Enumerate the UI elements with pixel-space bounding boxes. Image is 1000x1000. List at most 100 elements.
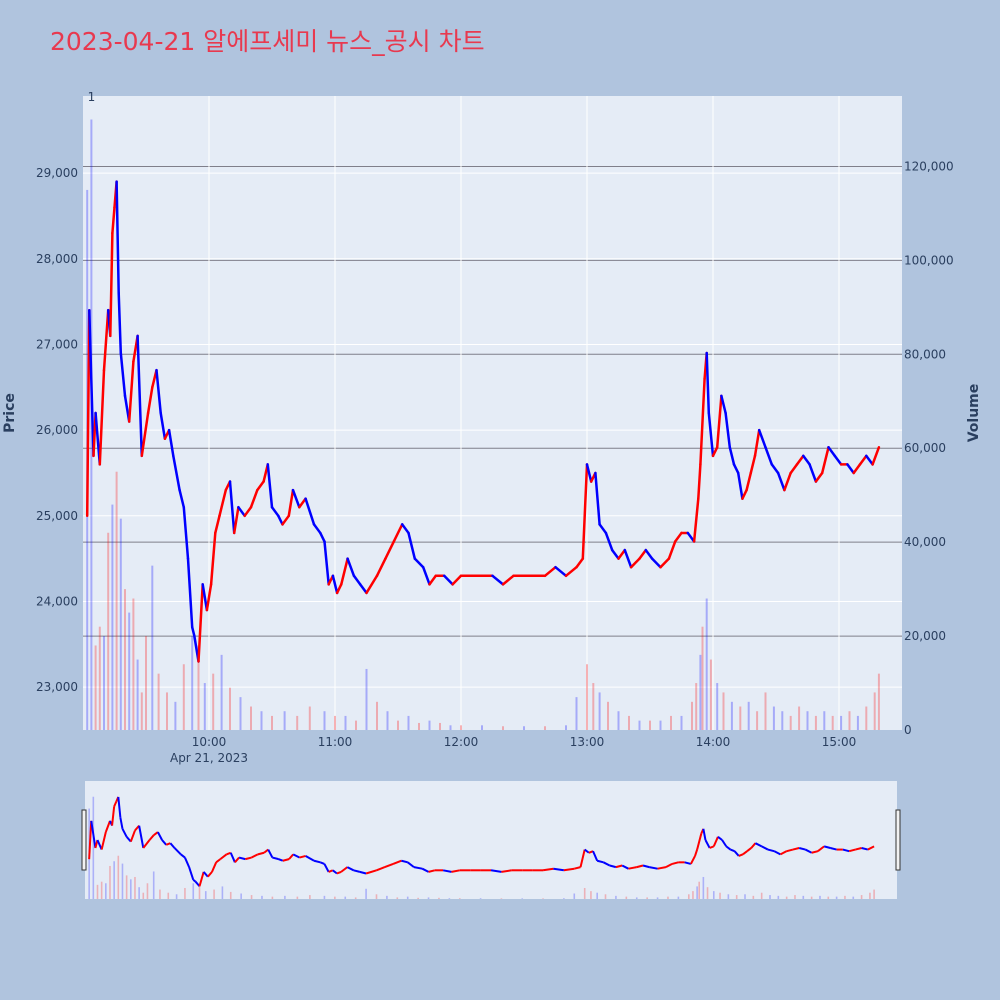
slider-volume-bar (656, 897, 659, 899)
slider-volume-bar (240, 893, 242, 899)
slider-price-segment (257, 851, 265, 856)
price-segment (692, 497, 700, 543)
price-segment (237, 505, 246, 518)
slider-volume-bar (309, 895, 311, 899)
price-segment (783, 471, 792, 492)
volume-bar (334, 715, 336, 730)
slider-volume-bar (250, 895, 253, 899)
volume-bar (523, 726, 525, 730)
slider-price-segment (442, 869, 452, 873)
volume-bar (565, 725, 567, 730)
price-tick-label: 29,000 (36, 166, 78, 180)
slider-price-segment (717, 836, 723, 841)
price-segment (720, 394, 727, 415)
slider-price-segment (359, 870, 367, 875)
price-segment (205, 583, 213, 612)
price-segment (304, 497, 316, 526)
slider-volume-bar (105, 883, 107, 899)
price-segment (346, 557, 356, 578)
slider-price-segment (642, 864, 650, 869)
slider-price-segment (328, 869, 334, 873)
volume-bar (848, 711, 851, 730)
price-segment (564, 565, 578, 578)
price-segment (543, 565, 557, 578)
volume-bar (355, 720, 357, 730)
volume-bar (386, 711, 389, 730)
slider-price-segment (584, 848, 590, 854)
slider-price-segment (113, 801, 118, 807)
slider-price-segment (596, 859, 604, 864)
slider-price-segment (353, 869, 361, 873)
price-segment (140, 411, 150, 458)
price-segment (312, 523, 322, 535)
price-segment (789, 463, 799, 475)
slider-volume-bar (590, 891, 592, 899)
price-segment (109, 231, 114, 338)
slider-price-segment (501, 869, 512, 873)
range-slider[interactable] (85, 781, 897, 899)
volume-bar (132, 598, 135, 730)
volume-tick-label: 60,000 (904, 441, 946, 455)
price-segment (281, 514, 291, 526)
price-segment (358, 583, 368, 595)
slider-volume-bar (860, 895, 863, 899)
slider-volume-bar (712, 891, 715, 899)
price-segment (581, 463, 589, 560)
slider-price-segment (542, 867, 554, 872)
slider-volume-bar (113, 861, 115, 899)
price-tick-label: 27,000 (36, 337, 78, 351)
slider-price-segment (169, 842, 176, 849)
price-segment (442, 574, 454, 586)
y-axis-label-price: Price (2, 393, 18, 433)
slider-volume-bar (769, 895, 771, 899)
volume-bar (856, 715, 859, 730)
slider-handle-left[interactable] (81, 809, 87, 871)
slider-handle-right[interactable] (895, 809, 901, 871)
slider-volume-bar (727, 894, 730, 899)
price-tick-label: 23,000 (36, 680, 78, 694)
annotation-marker: 1 (88, 90, 96, 104)
price-segment (501, 574, 515, 586)
slider-volume-bar (827, 896, 830, 899)
slider-price-segment (202, 871, 209, 878)
volume-bar (98, 626, 101, 730)
slider-price-segment (817, 845, 825, 852)
price-segment (218, 488, 228, 518)
slider-volume-bar (785, 896, 788, 899)
price-segment (728, 446, 736, 466)
slider-price-segment (413, 866, 423, 870)
slider-volume-bar (479, 898, 482, 899)
price-segment (736, 471, 744, 500)
price-segment (604, 531, 614, 552)
price-segment (88, 308, 95, 458)
slider-price-segment (733, 850, 740, 857)
slider-volume-bar (542, 898, 544, 899)
volume-bar (575, 697, 578, 730)
slider-volume-bar (117, 855, 120, 899)
price-segment (340, 557, 349, 586)
price-segment (724, 411, 732, 449)
slider-price-segment (696, 833, 703, 850)
volume-bar (250, 706, 252, 730)
slider-volume-bar (777, 895, 780, 899)
volume-bar (592, 683, 595, 730)
slider-volume-bar (692, 891, 694, 899)
slider-volume-bar (521, 898, 524, 899)
slider-price-segment (754, 842, 763, 848)
slider-volume-bar (142, 892, 145, 899)
price-segment (659, 557, 671, 569)
volume-bar (680, 715, 683, 730)
volume-bar (772, 706, 775, 730)
volume-bar (628, 715, 630, 730)
slider-volume-bar (869, 892, 871, 899)
slider-price-segment (704, 839, 711, 849)
slider-volume-bar (844, 895, 846, 899)
price-series (85, 180, 881, 663)
price-segment (266, 463, 274, 509)
slider-price-segment (671, 861, 679, 865)
slider-price-segment (365, 869, 377, 875)
slider-volume-bar (646, 897, 648, 899)
volume-bar (598, 692, 601, 730)
slider-price-segment (117, 796, 122, 818)
volume-bar (124, 589, 126, 730)
